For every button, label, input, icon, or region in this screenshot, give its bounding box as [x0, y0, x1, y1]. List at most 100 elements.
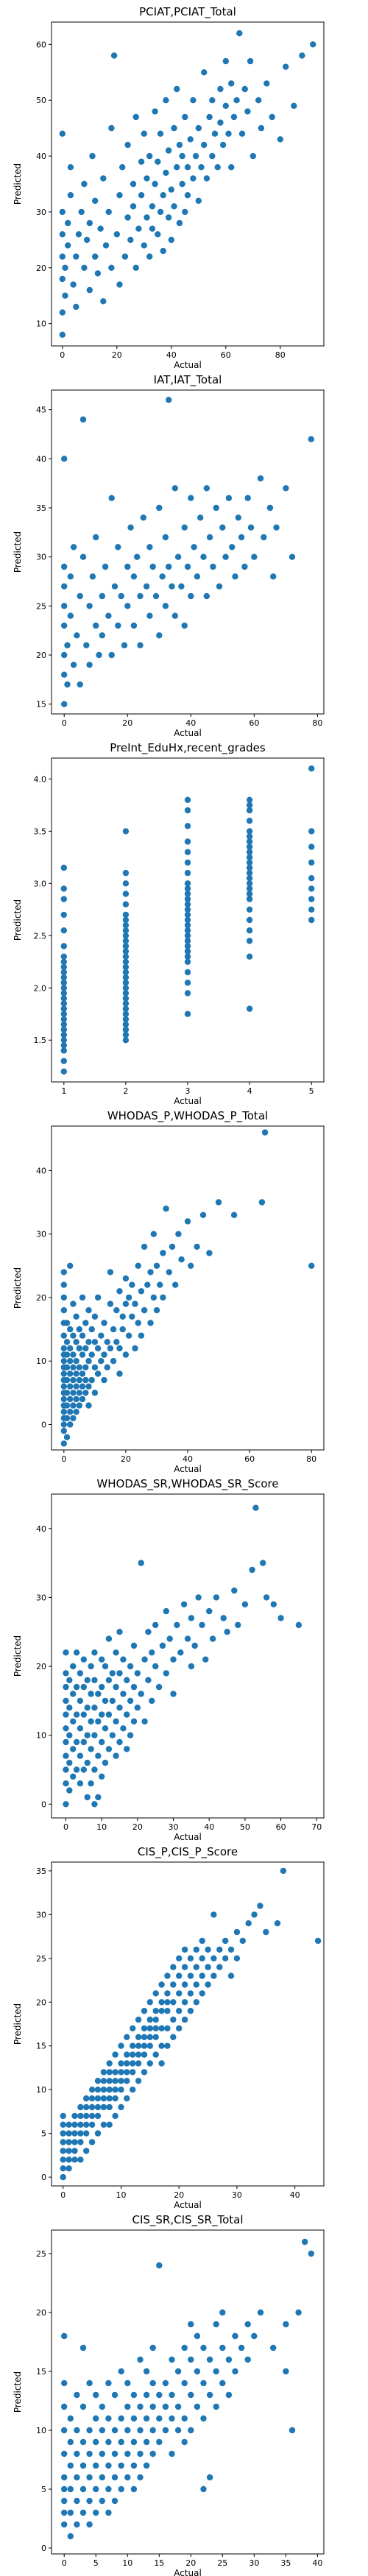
data-point	[60, 969, 68, 976]
data-point	[219, 2344, 226, 2352]
data-point	[137, 2450, 144, 2458]
data-point	[60, 1005, 68, 1012]
data-point	[79, 2438, 87, 2446]
data-point	[246, 818, 253, 824]
data-point	[122, 1275, 130, 1282]
data-point	[98, 1332, 105, 1339]
data-point	[79, 2403, 87, 2410]
data-point	[60, 2148, 66, 2154]
data-point	[93, 2462, 99, 2469]
data-point	[67, 164, 74, 171]
chart-panel-4: WHODAS_P,WHODAS_P_Total 0 20 40 60 80 0 10 20 30 4…	[13, 1109, 325, 1474]
data-point	[176, 1955, 183, 1961]
data-point	[188, 1663, 195, 1670]
data-point	[184, 933, 191, 939]
data-point	[181, 622, 188, 629]
data-point	[88, 2112, 96, 2120]
data-point	[116, 1288, 123, 1295]
data-point	[188, 1615, 195, 1621]
data-point	[135, 2078, 142, 2084]
data-point	[137, 2474, 144, 2481]
data-point	[67, 1370, 74, 1377]
x-tick-label: 40	[183, 1454, 193, 1464]
data-point	[216, 1946, 223, 1953]
data-point	[70, 1663, 77, 1670]
data-point	[67, 1421, 74, 1428]
data-point	[113, 1649, 119, 1656]
data-point	[109, 1732, 116, 1738]
data-point	[263, 1928, 269, 1936]
data-point	[190, 97, 197, 104]
data-point	[132, 264, 139, 271]
data-point	[132, 1345, 138, 1352]
data-point	[149, 2379, 156, 2387]
data-point	[238, 130, 246, 137]
data-point	[202, 1656, 209, 1663]
data-point	[125, 1332, 132, 1339]
data-point	[258, 1199, 266, 1206]
data-point	[157, 208, 164, 216]
data-point	[60, 1409, 68, 1415]
data-point	[188, 592, 194, 600]
data-point	[152, 2051, 159, 2058]
data-point	[108, 124, 115, 132]
data-point	[70, 1402, 77, 1409]
data-point	[94, 1370, 102, 1377]
data-point	[99, 1738, 105, 1746]
data-point	[200, 553, 207, 560]
data-point	[60, 2156, 66, 2163]
data-point	[270, 1601, 277, 1607]
data-point	[94, 2095, 102, 2102]
data-point	[184, 958, 191, 966]
data-point	[178, 583, 185, 590]
x-tick-label: 5	[309, 1086, 314, 1096]
data-point	[111, 583, 118, 590]
data-point	[124, 2078, 130, 2084]
data-point	[88, 1746, 94, 1752]
data-point	[164, 1972, 171, 1979]
data-point	[67, 2533, 74, 2540]
data-point	[59, 130, 66, 137]
y-tick-label: 4.0	[34, 774, 47, 784]
data-point	[210, 1955, 217, 1961]
data-point	[67, 2509, 74, 2516]
data-point	[94, 1294, 102, 1301]
data-point	[277, 1615, 284, 1621]
data-point	[206, 1250, 213, 1256]
data-point	[141, 2051, 148, 2058]
data-point	[76, 1390, 83, 1396]
data-point	[60, 911, 68, 919]
data-point	[63, 1752, 69, 1759]
x-tick-label: 0	[61, 1454, 66, 1464]
data-point	[86, 2497, 93, 2505]
data-point	[141, 1243, 148, 1250]
data-point	[179, 152, 185, 160]
data-point	[199, 1990, 205, 1997]
data-point	[138, 1288, 145, 1295]
data-point	[111, 2450, 118, 2458]
y-tick-label: 40	[36, 152, 46, 161]
data-point	[230, 113, 238, 121]
x-tick-label: 30	[169, 1822, 179, 1832]
x-tick-label: 60	[244, 1454, 255, 1464]
scatter-points	[61, 397, 314, 707]
data-point	[82, 1320, 89, 1326]
data-point	[82, 1364, 89, 1371]
data-point	[213, 2321, 219, 2328]
x-tick-label: 70	[311, 1822, 322, 1832]
data-point	[86, 286, 93, 294]
data-point	[96, 651, 102, 659]
data-point	[141, 2069, 148, 2076]
data-point	[88, 1351, 95, 1358]
data-point	[153, 1307, 160, 1314]
data-point	[64, 681, 71, 688]
data-point	[246, 838, 253, 845]
x-tick-label: 40	[185, 718, 196, 728]
data-point	[112, 2078, 118, 2084]
data-point	[232, 2332, 238, 2340]
data-point	[258, 124, 265, 132]
data-point	[124, 2051, 130, 2058]
data-point	[184, 1011, 191, 1017]
data-point	[93, 534, 99, 541]
